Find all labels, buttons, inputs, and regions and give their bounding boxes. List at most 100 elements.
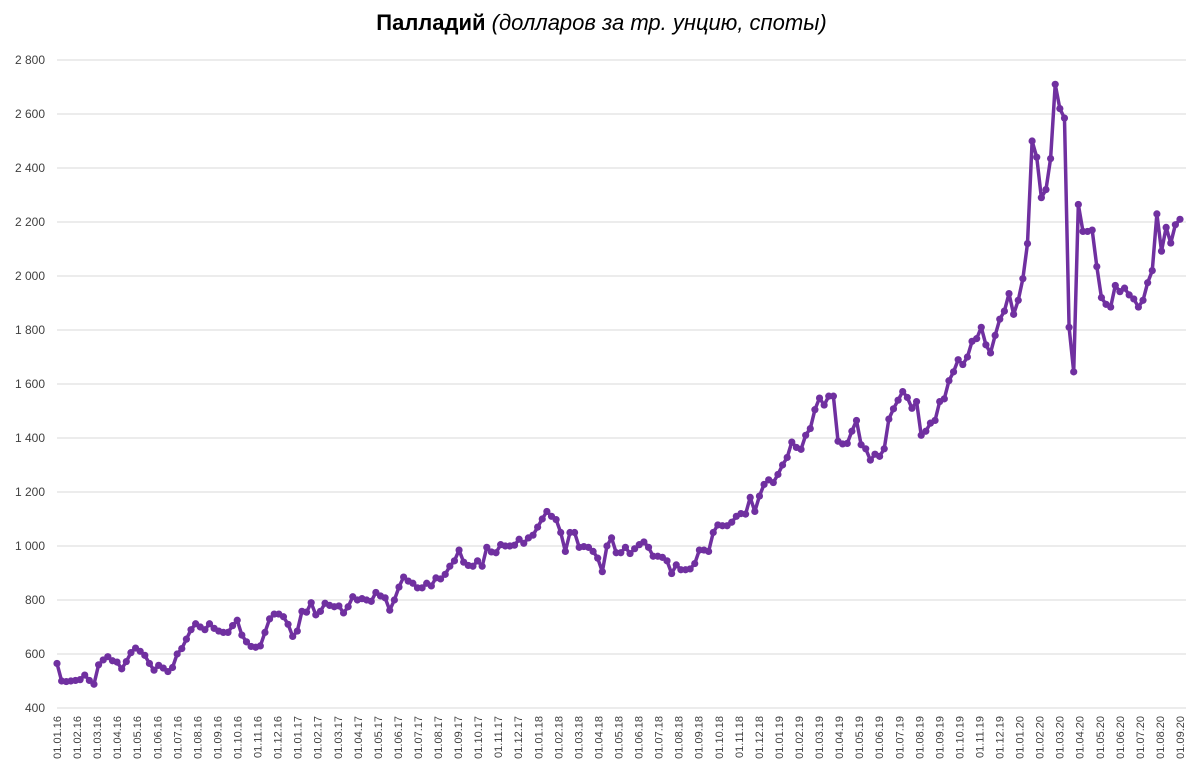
data-point <box>1010 310 1018 318</box>
data-point <box>1037 194 1045 202</box>
data-point <box>418 584 426 592</box>
x-tick-label: 01.04.17 <box>353 716 365 759</box>
data-point <box>746 493 754 501</box>
x-tick-label: 01.08.19 <box>914 716 926 759</box>
data-point <box>663 557 671 565</box>
data-point <box>760 480 768 489</box>
data-point <box>811 406 819 414</box>
data-point <box>344 603 352 611</box>
data-point <box>880 445 888 453</box>
data-point <box>899 387 907 396</box>
x-tick-label: 01.03.17 <box>333 716 345 759</box>
data-point <box>1125 291 1133 299</box>
data-point <box>1167 239 1175 247</box>
data-point <box>515 535 523 543</box>
data-point <box>450 557 459 565</box>
data-point <box>1070 368 1078 376</box>
data-point <box>1176 215 1184 223</box>
data-point <box>885 415 893 423</box>
x-tick-label: 01.02.17 <box>313 716 325 759</box>
data-point <box>852 416 861 425</box>
data-point <box>668 569 676 578</box>
data-point <box>136 647 144 655</box>
data-point <box>894 396 902 404</box>
data-point <box>802 431 810 439</box>
data-point <box>709 528 717 537</box>
data-point <box>455 546 463 554</box>
x-tick-label: 01.01.17 <box>293 716 305 759</box>
data-point <box>991 331 999 339</box>
data-point <box>607 534 616 542</box>
data-point <box>279 613 288 621</box>
data-point <box>1056 105 1064 113</box>
data-point <box>797 445 805 453</box>
gridlines <box>57 59 1186 709</box>
data-point <box>302 608 311 616</box>
data-point <box>483 543 491 551</box>
data-point <box>603 542 611 550</box>
data-point <box>1074 200 1082 209</box>
x-tick-label: 01.04.19 <box>834 716 846 759</box>
data-point <box>261 628 269 637</box>
data-point <box>1023 240 1032 248</box>
data-point <box>534 523 542 531</box>
data-point <box>996 315 1004 323</box>
data-point <box>520 539 528 547</box>
data-point <box>973 335 981 343</box>
data-point <box>242 638 251 646</box>
x-tick-label: 01.05.17 <box>373 716 385 759</box>
data-point <box>815 394 824 402</box>
chart-title-subtitle: (долларов за тр. унцию, споты) <box>491 10 827 35</box>
data-point <box>473 557 482 565</box>
data-point <box>478 562 486 570</box>
data-point <box>390 596 398 604</box>
x-tick-label: 01.07.17 <box>413 716 425 759</box>
data-point <box>959 360 967 369</box>
x-tick-label: 01.09.18 <box>694 716 706 759</box>
data-point <box>104 653 112 661</box>
data-point <box>589 547 597 556</box>
data-point <box>141 651 149 659</box>
data-point <box>164 667 172 676</box>
data-point <box>1051 80 1059 88</box>
data-point <box>857 441 865 449</box>
data-point <box>774 470 782 479</box>
data-point <box>229 622 237 630</box>
data-point <box>118 665 126 673</box>
x-tick-label: 01.05.18 <box>614 716 626 759</box>
data-point <box>908 404 916 412</box>
x-tick-label: 01.02.19 <box>794 716 806 759</box>
y-axis-tick-labels: 400 600 800 1 000 1 200 1 400 1 600 1 800 2 000 2… <box>15 53 45 715</box>
data-point <box>751 507 759 516</box>
data-point <box>644 543 653 551</box>
y-tick-label: 600 <box>25 647 45 661</box>
data-point <box>1042 186 1050 194</box>
data-point <box>982 341 990 349</box>
y-tick-label: 2 400 <box>15 161 45 175</box>
y-tick-label: 2 200 <box>15 215 45 229</box>
data-point <box>76 676 84 684</box>
chart-title-main: Палладий <box>376 10 486 35</box>
x-tick-label: 01.02.20 <box>1035 716 1047 759</box>
data-point <box>783 453 791 462</box>
data-point <box>94 661 103 669</box>
data-point <box>1028 137 1036 145</box>
data-point <box>113 658 121 666</box>
data-point <box>224 628 232 637</box>
data-point <box>686 565 694 573</box>
data-point <box>788 438 796 446</box>
x-tick-label: 01.06.16 <box>152 716 164 759</box>
data-point <box>1157 247 1166 255</box>
data-point <box>284 620 292 628</box>
data-point <box>986 349 995 357</box>
data-point <box>1148 267 1156 275</box>
x-axis-tick-labels: 01.01.16 01.02.16 01.03.16 01.04.16 01.05.16… <box>52 716 1187 759</box>
data-point <box>178 645 186 653</box>
y-tick-label: 1 000 <box>15 539 45 553</box>
x-tick-label: 01.04.20 <box>1075 716 1087 759</box>
data-point <box>954 356 962 364</box>
data-point <box>843 439 851 447</box>
x-tick-label: 01.06.19 <box>874 716 886 759</box>
x-tick-label: 01.04.16 <box>112 716 124 759</box>
x-tick-label: 01.03.20 <box>1055 716 1067 759</box>
